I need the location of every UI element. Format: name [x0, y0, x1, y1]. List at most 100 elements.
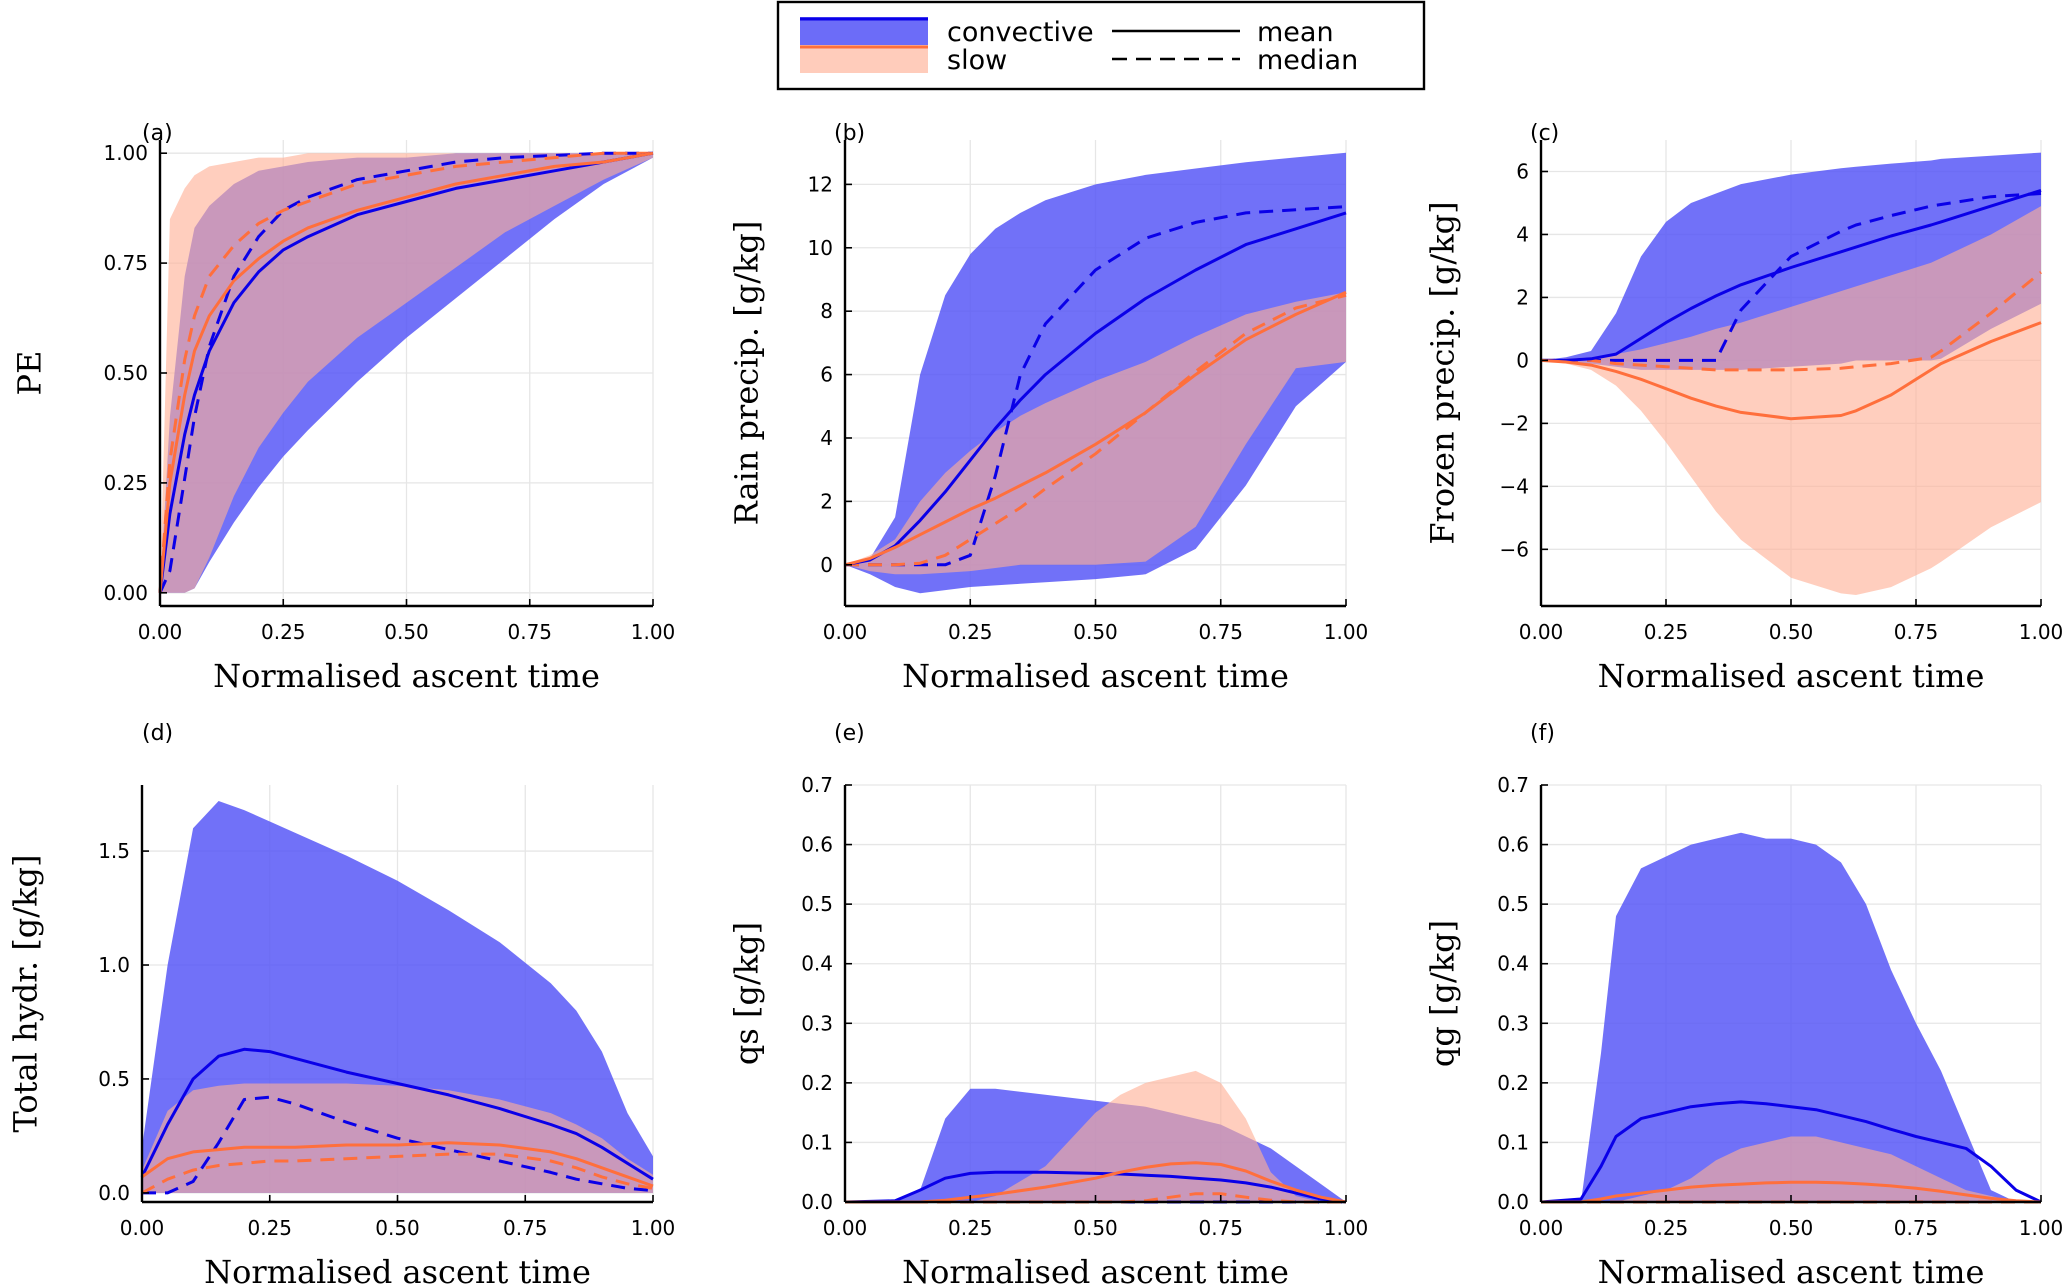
- slow-median-line: [158, 151, 653, 593]
- legend-label-median: median: [1257, 45, 1358, 76]
- x-tick-label: 1.00: [1324, 1216, 1369, 1240]
- panel-letter: (f): [1530, 721, 1555, 746]
- y-tick-label: 0.1: [801, 1130, 833, 1154]
- legend-label-convective: convective: [947, 17, 1094, 48]
- y-tick-label: 6: [1516, 159, 1529, 183]
- y-tick-label: 0.7: [801, 773, 833, 797]
- x-tick-label: 1.00: [1324, 620, 1369, 644]
- x-tick-label: 0.75: [507, 620, 552, 644]
- panel-5: 0.00 0.25 0.50 0.75 1.00 0.0 0.1 0.2 0.3 0.4 0.5 0.…: [1424, 721, 2064, 1286]
- slow-mean-line: [1541, 1180, 2042, 1204]
- y-tick-label: 4: [1516, 222, 1529, 246]
- y-tick-label: 0.5: [98, 1067, 130, 1091]
- x-tick-label: 0.75: [503, 1216, 548, 1240]
- y-tick-label: 8: [820, 299, 833, 323]
- y-tick-label: 6: [820, 363, 833, 387]
- slow-median-line: [141, 1152, 654, 1195]
- panel-letter: (d): [142, 721, 173, 746]
- x-tick-label: 1.00: [2019, 620, 2064, 644]
- y-tick-label: 1.0: [98, 953, 130, 977]
- y-tick-label: 0.2: [1497, 1071, 1529, 1095]
- x-tick-label: 0.75: [1894, 620, 1939, 644]
- panel-3: 0.00 0.25 0.50 0.75 1.00 0.0 0.5 1.0 1.5 Normalis…: [7, 721, 676, 1286]
- y-tick-label: 0.6: [1497, 833, 1529, 857]
- convective-median-line: [1541, 192, 2042, 362]
- x-tick-label: 0.75: [1198, 1216, 1243, 1240]
- y-tick-label: −4: [1500, 474, 1529, 498]
- y-tick-label: 0.1: [1497, 1130, 1529, 1154]
- y-tick-label: 2: [820, 489, 833, 513]
- x-tick-label: 0.25: [261, 620, 306, 644]
- y-tick-label: −2: [1500, 411, 1529, 435]
- y-tick-label: 12: [808, 172, 833, 196]
- x-tick-label: 1.00: [631, 620, 676, 644]
- y-tick-label: 0.4: [1497, 952, 1529, 976]
- y-tick-label: 0.4: [801, 952, 833, 976]
- y-tick-label: 0.50: [103, 361, 148, 385]
- slow-mean-line: [845, 1161, 1347, 1204]
- x-tick-label: 0.50: [375, 1216, 420, 1240]
- y-axis-title: qs [g/kg]: [728, 922, 766, 1065]
- y-axis-title: Frozen precip. [g/kg]: [1424, 201, 1462, 544]
- legend-swatch-convective: [800, 17, 928, 45]
- convective-band: [1541, 832, 2041, 1202]
- y-tick-label: 4: [820, 426, 833, 450]
- y-tick-label: 0.5: [801, 892, 833, 916]
- x-tick-label: 0.00: [138, 620, 183, 644]
- x-tick-label: 0.25: [948, 1216, 993, 1240]
- y-tick-label: 0: [820, 553, 833, 577]
- x-tick-label: 0.25: [247, 1216, 292, 1240]
- slow-band: [160, 153, 653, 593]
- panel-letter: (e): [834, 721, 865, 746]
- convective-median-line: [158, 151, 653, 594]
- x-tick-label: 0.25: [1644, 1216, 1689, 1240]
- convective-mean-line: [158, 151, 654, 593]
- x-axis-title: Normalised ascent time: [204, 1253, 591, 1286]
- y-tick-label: 2: [1516, 285, 1529, 309]
- x-tick-label: 0.25: [948, 620, 993, 644]
- x-tick-label: 0.50: [1073, 1216, 1118, 1240]
- slow-band: [1541, 206, 2041, 595]
- convective-mean-line: [140, 1047, 654, 1181]
- slow-median-line: [845, 293, 1347, 567]
- x-tick-label: 0.25: [1644, 620, 1689, 644]
- x-tick-label: 0.50: [1769, 620, 1814, 644]
- legend-label-mean: mean: [1257, 17, 1334, 48]
- y-tick-label: 0.0: [1497, 1190, 1529, 1214]
- x-axis-title: Normalised ascent time: [1598, 657, 1985, 695]
- x-tick-label: 1.00: [2019, 1216, 2064, 1240]
- y-tick-label: 0.5: [1497, 892, 1529, 916]
- slow-mean-line: [158, 151, 654, 593]
- panel-1: 0.00 0.25 0.50 0.75 1.00 0 2 4 6 8 10 12 Normalised …: [728, 121, 1369, 695]
- y-tick-label: 0.2: [801, 1071, 833, 1095]
- y-tick-label: 1.5: [98, 839, 130, 863]
- x-tick-label: 0.50: [384, 620, 429, 644]
- y-tick-label: 0.00: [103, 581, 148, 605]
- panel-0: 0.00 0.25 0.50 0.75 1.00 0.00 0.25 0.50 0.75 1.00…: [11, 121, 676, 695]
- panel-4: 0.00 0.25 0.50 0.75 1.00 0.0 0.1 0.2 0.3 0.4 0.5 0.…: [728, 721, 1369, 1286]
- x-tick-label: 0.75: [1894, 1216, 1939, 1240]
- convective-median-line: [142, 1095, 654, 1195]
- panels: 0.00 0.25 0.50 0.75 1.000.000.250.500.751.00…: [7, 121, 2064, 1286]
- slow-band: [845, 292, 1346, 575]
- y-tick-label: 0.25: [103, 471, 148, 495]
- x-tick-label: 0.00: [120, 1216, 165, 1240]
- x-tick-label: 1.00: [631, 1216, 676, 1240]
- x-tick-label: 0.50: [1073, 620, 1118, 644]
- y-tick-label: 1.00: [103, 141, 148, 165]
- slow-mean-line: [1540, 321, 2042, 421]
- slow-mean-line: [141, 1141, 654, 1188]
- panel-letter: (a): [142, 121, 173, 146]
- legend-label-slow: slow: [947, 45, 1007, 76]
- panel-letter: (c): [1530, 121, 1559, 146]
- y-tick-label: 0: [1516, 348, 1529, 372]
- y-axis-title: PE: [11, 351, 49, 396]
- y-tick-label: 0.0: [801, 1190, 833, 1214]
- legend-swatch-slow: [800, 45, 928, 73]
- y-tick-label: −6: [1500, 537, 1529, 561]
- y-tick-label: 0.0: [98, 1181, 130, 1205]
- x-tick-label: 0.75: [1198, 620, 1243, 644]
- x-tick-label: 0.00: [823, 620, 868, 644]
